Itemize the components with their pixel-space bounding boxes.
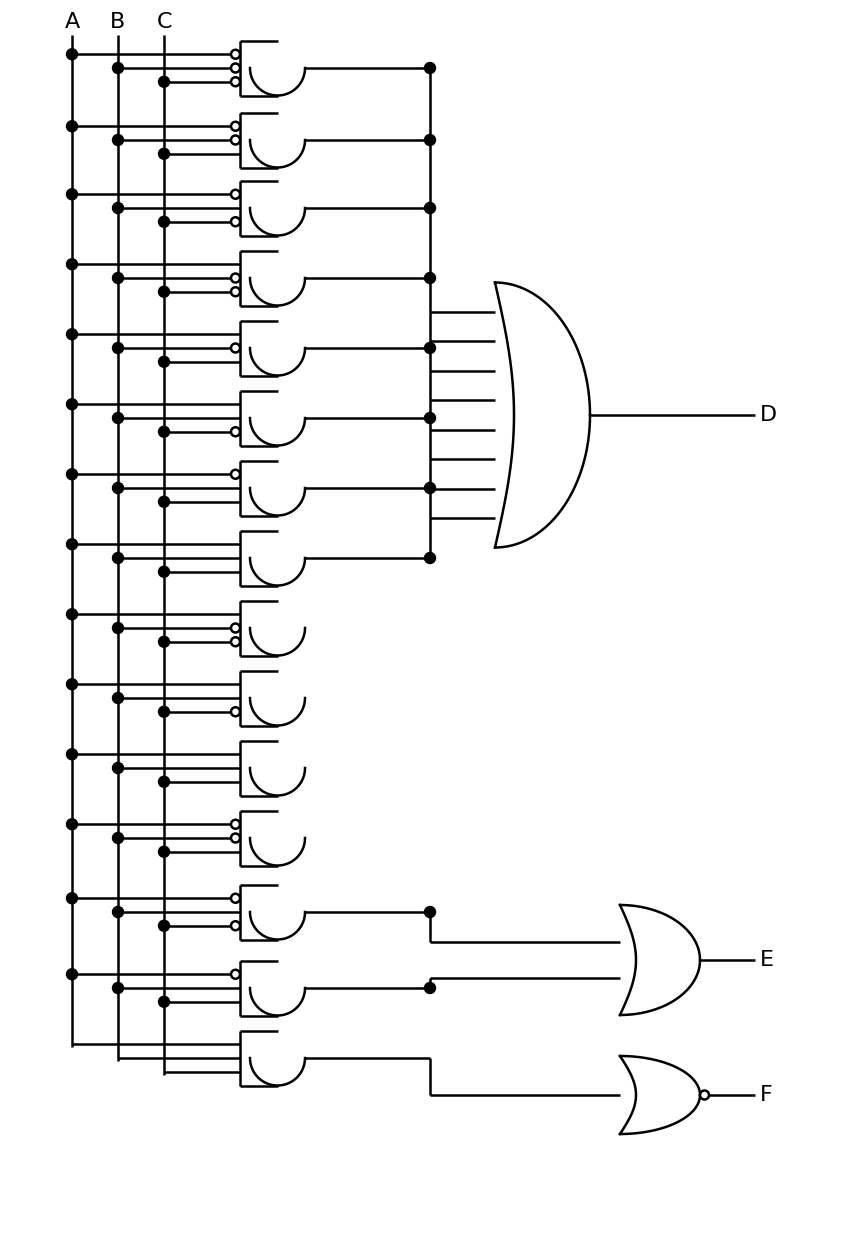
Circle shape bbox=[67, 259, 77, 270]
Circle shape bbox=[113, 62, 124, 74]
Circle shape bbox=[113, 552, 124, 564]
Circle shape bbox=[231, 64, 240, 72]
Circle shape bbox=[424, 482, 436, 494]
Circle shape bbox=[67, 679, 77, 690]
Circle shape bbox=[67, 609, 77, 620]
Circle shape bbox=[231, 135, 240, 145]
Circle shape bbox=[231, 274, 240, 282]
Circle shape bbox=[158, 356, 170, 367]
Circle shape bbox=[231, 78, 240, 86]
Circle shape bbox=[231, 50, 240, 59]
Circle shape bbox=[231, 288, 240, 296]
Circle shape bbox=[67, 819, 77, 830]
Circle shape bbox=[158, 149, 170, 159]
Circle shape bbox=[231, 970, 240, 979]
Circle shape bbox=[231, 121, 240, 131]
Circle shape bbox=[158, 286, 170, 298]
Circle shape bbox=[67, 189, 77, 200]
Circle shape bbox=[113, 342, 124, 354]
Circle shape bbox=[113, 982, 124, 994]
Circle shape bbox=[113, 272, 124, 284]
Circle shape bbox=[158, 776, 170, 788]
Circle shape bbox=[113, 693, 124, 704]
Circle shape bbox=[113, 832, 124, 844]
Circle shape bbox=[158, 426, 170, 438]
Circle shape bbox=[424, 62, 436, 74]
Circle shape bbox=[231, 707, 240, 716]
Circle shape bbox=[158, 496, 170, 508]
Circle shape bbox=[424, 906, 436, 918]
Circle shape bbox=[424, 342, 436, 354]
Circle shape bbox=[231, 428, 240, 436]
Circle shape bbox=[67, 969, 77, 980]
Circle shape bbox=[67, 539, 77, 550]
Circle shape bbox=[231, 921, 240, 930]
Circle shape bbox=[158, 636, 170, 648]
Circle shape bbox=[158, 920, 170, 931]
Circle shape bbox=[113, 412, 124, 424]
Text: C: C bbox=[156, 12, 171, 32]
Circle shape bbox=[231, 638, 240, 646]
Circle shape bbox=[67, 399, 77, 410]
Circle shape bbox=[231, 470, 240, 479]
Circle shape bbox=[231, 217, 240, 226]
Circle shape bbox=[424, 552, 436, 564]
Text: E: E bbox=[760, 950, 774, 970]
Circle shape bbox=[424, 272, 436, 284]
Circle shape bbox=[231, 190, 240, 199]
Circle shape bbox=[113, 135, 124, 145]
Circle shape bbox=[158, 566, 170, 578]
Circle shape bbox=[231, 344, 240, 352]
Circle shape bbox=[113, 762, 124, 774]
Circle shape bbox=[158, 996, 170, 1008]
Circle shape bbox=[113, 906, 124, 918]
Text: B: B bbox=[110, 12, 126, 32]
Text: D: D bbox=[760, 405, 777, 425]
Circle shape bbox=[424, 135, 436, 145]
Circle shape bbox=[231, 834, 240, 842]
Text: A: A bbox=[64, 12, 80, 32]
Circle shape bbox=[158, 216, 170, 227]
Circle shape bbox=[67, 121, 77, 131]
Circle shape bbox=[67, 749, 77, 760]
Circle shape bbox=[113, 622, 124, 634]
Circle shape bbox=[67, 469, 77, 480]
Circle shape bbox=[700, 1090, 709, 1100]
Circle shape bbox=[231, 820, 240, 829]
Circle shape bbox=[424, 412, 436, 424]
Circle shape bbox=[67, 329, 77, 340]
Circle shape bbox=[158, 76, 170, 88]
Text: F: F bbox=[760, 1085, 772, 1105]
Circle shape bbox=[424, 982, 436, 994]
Circle shape bbox=[67, 49, 77, 60]
Circle shape bbox=[158, 706, 170, 717]
Circle shape bbox=[231, 624, 240, 632]
Circle shape bbox=[113, 202, 124, 214]
Circle shape bbox=[231, 894, 240, 902]
Circle shape bbox=[424, 202, 436, 214]
Circle shape bbox=[158, 846, 170, 858]
Circle shape bbox=[113, 482, 124, 494]
Circle shape bbox=[67, 892, 77, 904]
